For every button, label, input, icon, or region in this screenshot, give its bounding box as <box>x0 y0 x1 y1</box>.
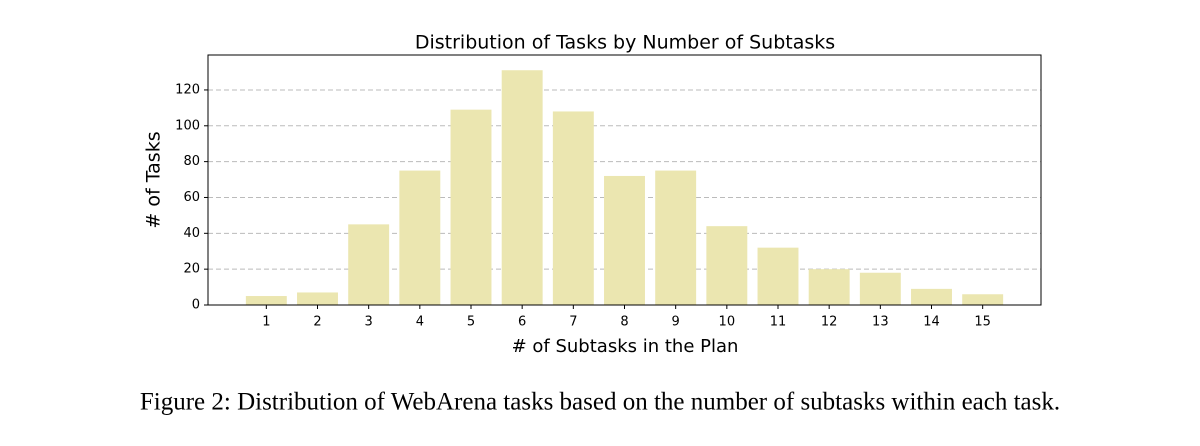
y-tick-label: 0 <box>192 298 200 313</box>
x-tick-label: 14 <box>923 315 940 330</box>
bar <box>757 247 799 305</box>
x-tick-label: 3 <box>365 315 373 330</box>
x-tick-label: 5 <box>467 315 475 330</box>
bar <box>552 111 594 305</box>
x-tick-label: 4 <box>416 315 424 330</box>
x-tick-label: 12 <box>821 315 838 330</box>
bar <box>501 70 543 305</box>
bar <box>245 296 287 305</box>
x-tick-label: 11 <box>770 315 787 330</box>
chart-title: Distribution of Tasks by Number of Subta… <box>415 32 835 54</box>
bar <box>604 175 645 305</box>
x-tick-label: 8 <box>620 315 628 330</box>
x-tick-label: 9 <box>672 315 680 330</box>
caption: Figure 2: Distribution of WebArena tasks… <box>140 389 1060 416</box>
x-tick-label: 13 <box>872 315 889 330</box>
y-tick-label: 100 <box>175 118 200 133</box>
x-tick-label: 7 <box>569 315 577 330</box>
bar <box>706 226 748 305</box>
bar <box>450 109 492 305</box>
y-axis-label: # of Tasks <box>143 131 165 228</box>
x-tick-label: 15 <box>974 315 991 330</box>
x-axis-label: # of Subtasks in the Plan <box>512 336 739 357</box>
x-tick-label: 6 <box>518 315 526 330</box>
bar <box>297 292 338 305</box>
bar <box>962 294 1004 305</box>
x-tick-label: 10 <box>719 315 736 330</box>
bar <box>808 269 850 305</box>
plot-frame <box>207 54 1042 306</box>
x-tick-label: 1 <box>262 315 270 330</box>
bar <box>399 170 441 305</box>
bar <box>911 288 952 305</box>
bar <box>348 224 390 305</box>
y-tick-label: 120 <box>175 82 200 97</box>
y-tick-label: 80 <box>183 154 200 169</box>
y-tick-label: 40 <box>183 226 200 241</box>
bar <box>859 272 901 305</box>
bar <box>655 170 697 305</box>
y-tick-label: 20 <box>183 262 200 277</box>
y-tick-label: 60 <box>183 190 200 205</box>
x-tick-label: 2 <box>313 315 321 330</box>
